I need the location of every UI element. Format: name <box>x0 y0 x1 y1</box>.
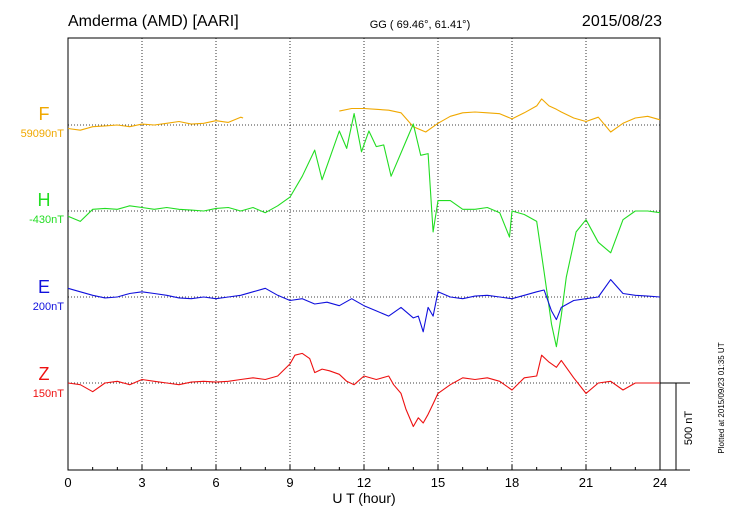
series-baseline-z: 150nT <box>33 388 64 400</box>
series-labels: F 59090nT H -430nT E 200nT Z 150nT <box>21 104 65 400</box>
series-name-e: E <box>38 277 50 297</box>
series-name-f: F <box>39 104 50 124</box>
station-coordinates: GG ( 69.46°, 61.41°) <box>370 19 471 31</box>
x-tick-label: 9 <box>286 475 293 490</box>
x-axis: 0 3 6 9 12 15 18 21 24 <box>64 465 667 490</box>
series-line-z <box>67 352 660 428</box>
plotted-note: Plotted at 2015/09/23 01:35 UT <box>717 342 726 453</box>
chart-title: Amderma (AMD) [AARI] <box>68 13 239 30</box>
x-tick-label: 21 <box>579 475 593 490</box>
series-baseline-h: -430nT <box>29 214 64 226</box>
x-tick-label: 3 <box>138 475 145 490</box>
x-tick-label: 18 <box>505 475 519 490</box>
x-axis-label: U T (hour) <box>332 490 395 506</box>
series-line-h <box>67 113 661 348</box>
x-tick-label: 15 <box>431 475 445 490</box>
series-group <box>67 98 661 428</box>
series-baseline-e: 200nT <box>33 301 64 313</box>
series-line-f <box>67 98 661 133</box>
x-tick-label: 12 <box>357 475 371 490</box>
scale-bar-label: 500 nT <box>683 411 695 446</box>
x-tick-label: 0 <box>64 475 71 490</box>
chart-date: 2015/08/23 <box>582 13 662 30</box>
scale-bar: 500 nT <box>660 382 695 471</box>
x-tick-label: 24 <box>653 475 667 490</box>
series-name-z: Z <box>39 364 50 384</box>
series-name-h: H <box>38 190 51 210</box>
series-baseline-f: 59090nT <box>21 128 65 140</box>
series-line-e <box>67 279 661 333</box>
grid <box>141 38 587 470</box>
x-tick-label: 6 <box>212 475 219 490</box>
